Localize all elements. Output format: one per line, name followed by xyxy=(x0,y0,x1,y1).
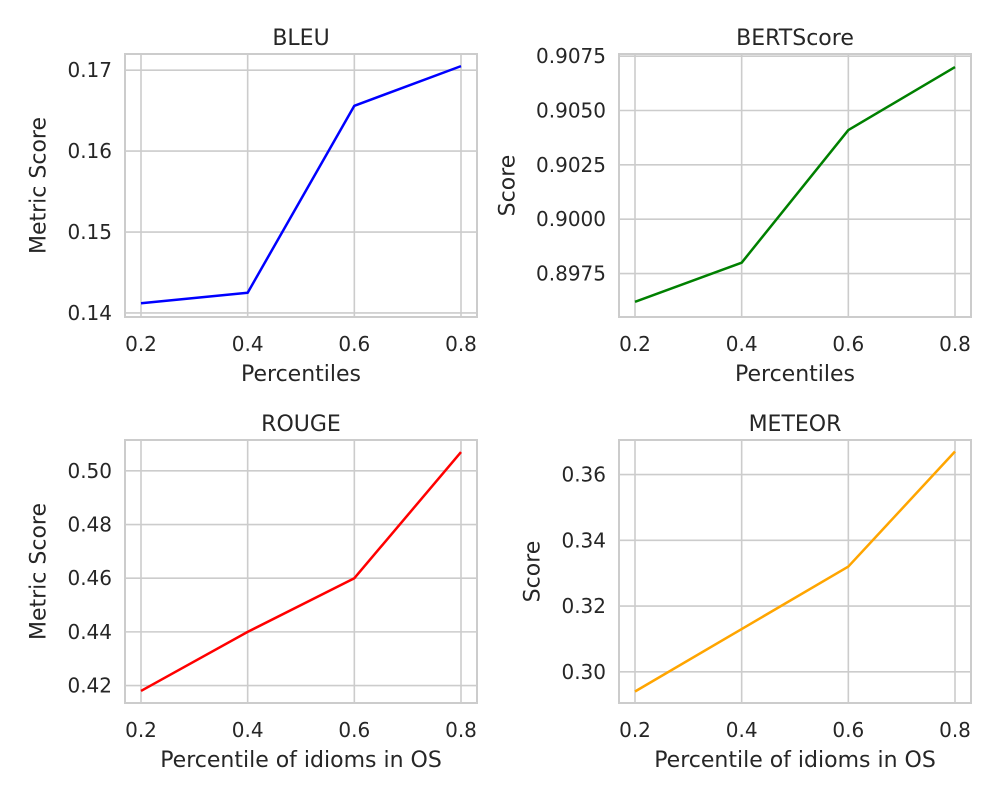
bertscore-subplot: 0.2 0.4 0.6 0.8 0.8975 0.9000 0.9025 0.9050 0.90… xyxy=(495,26,972,387)
meteor-x-tick-label: 0.4 xyxy=(726,718,758,742)
bertscore-x-tick-label: 0.4 xyxy=(726,332,758,356)
meteor-x-tick-label: 0.2 xyxy=(619,718,651,742)
bleu-y-tick-label: 0.14 xyxy=(67,301,112,325)
bleu-subplot: 0.2 0.4 0.6 0.8 0.14 0.15 0.16 0.17 BLEU Percenti… xyxy=(27,26,478,387)
meteor-y-tick-label: 0.30 xyxy=(561,660,606,684)
rouge-x-tick-label: 0.4 xyxy=(232,718,264,742)
rouge-y-tick-label: 0.46 xyxy=(67,566,112,590)
meteor-y-tick-label: 0.32 xyxy=(561,594,606,618)
bertscore-x-tick-label: 0.2 xyxy=(619,332,651,356)
rouge-y-tick-label: 0.50 xyxy=(67,459,112,483)
meteor-title: METEOR xyxy=(749,412,842,437)
rouge-axes-frame xyxy=(124,439,478,704)
bertscore-series-line xyxy=(634,65,956,303)
rouge-subplot: 0.2 0.4 0.6 0.8 0.42 0.44 0.46 0.48 0.50 ROUGE Per… xyxy=(27,412,478,773)
rouge-x-axis-label: Percentile of idioms in OS xyxy=(160,748,442,773)
bleu-x-tick-label: 0.6 xyxy=(338,332,370,356)
bleu-x-tick-label: 0.8 xyxy=(445,332,477,356)
meteor-subplot: 0.2 0.4 0.6 0.8 0.30 0.32 0.34 0.36 METEOR Percen… xyxy=(521,412,972,773)
rouge-y-tick-label: 0.42 xyxy=(67,674,112,698)
meteor-y-tick-label: 0.34 xyxy=(561,528,606,552)
rouge-y-axis-label: Metric Score xyxy=(27,503,52,640)
meteor-series-line xyxy=(634,450,956,693)
bertscore-y-tick-label: 0.9050 xyxy=(536,99,606,123)
meteor-x-tick-label: 0.8 xyxy=(939,718,971,742)
meteor-axes-frame xyxy=(618,439,972,704)
rouge-y-tick-label: 0.44 xyxy=(67,620,112,644)
bleu-axes-frame xyxy=(124,53,478,318)
bertscore-y-tick-label: 0.9000 xyxy=(536,207,606,231)
rouge-x-tick-label: 0.6 xyxy=(338,718,370,742)
bertscore-title: BERTScore xyxy=(736,26,854,51)
bertscore-y-tick-label: 0.9025 xyxy=(536,153,606,177)
rouge-x-tick-label: 0.2 xyxy=(125,718,157,742)
rouge-title: ROUGE xyxy=(261,412,341,437)
rouge-y-tick-label: 0.48 xyxy=(67,513,112,537)
bleu-series-line xyxy=(140,64,462,305)
rouge-x-tick-label: 0.8 xyxy=(445,718,477,742)
meteor-x-axis-label: Percentile of idioms in OS xyxy=(654,748,936,773)
bertscore-x-axis-label: Percentiles xyxy=(735,362,855,387)
meteor-y-tick-label: 0.36 xyxy=(561,463,606,487)
bleu-y-axis-label: Metric Score xyxy=(27,117,52,254)
bleu-x-axis-label: Percentiles xyxy=(241,362,361,387)
bleu-x-tick-label: 0.2 xyxy=(125,332,157,356)
bleu-title: BLEU xyxy=(272,26,329,51)
bleu-y-tick-label: 0.15 xyxy=(67,220,112,244)
meteor-y-axis-label: Score xyxy=(521,541,546,603)
meteor-x-tick-label: 0.6 xyxy=(832,718,864,742)
bertscore-y-tick-label: 0.9075 xyxy=(536,44,606,68)
bertscore-x-tick-label: 0.6 xyxy=(832,332,864,356)
bleu-y-tick-label: 0.17 xyxy=(67,58,112,82)
bertscore-y-tick-label: 0.8975 xyxy=(536,262,606,286)
rouge-series-line xyxy=(140,451,462,693)
bertscore-y-axis-label: Score xyxy=(495,155,520,217)
bertscore-axes-frame xyxy=(618,53,972,318)
bertscore-x-tick-label: 0.8 xyxy=(939,332,971,356)
bleu-y-tick-label: 0.16 xyxy=(67,139,112,163)
bleu-x-tick-label: 0.4 xyxy=(232,332,264,356)
